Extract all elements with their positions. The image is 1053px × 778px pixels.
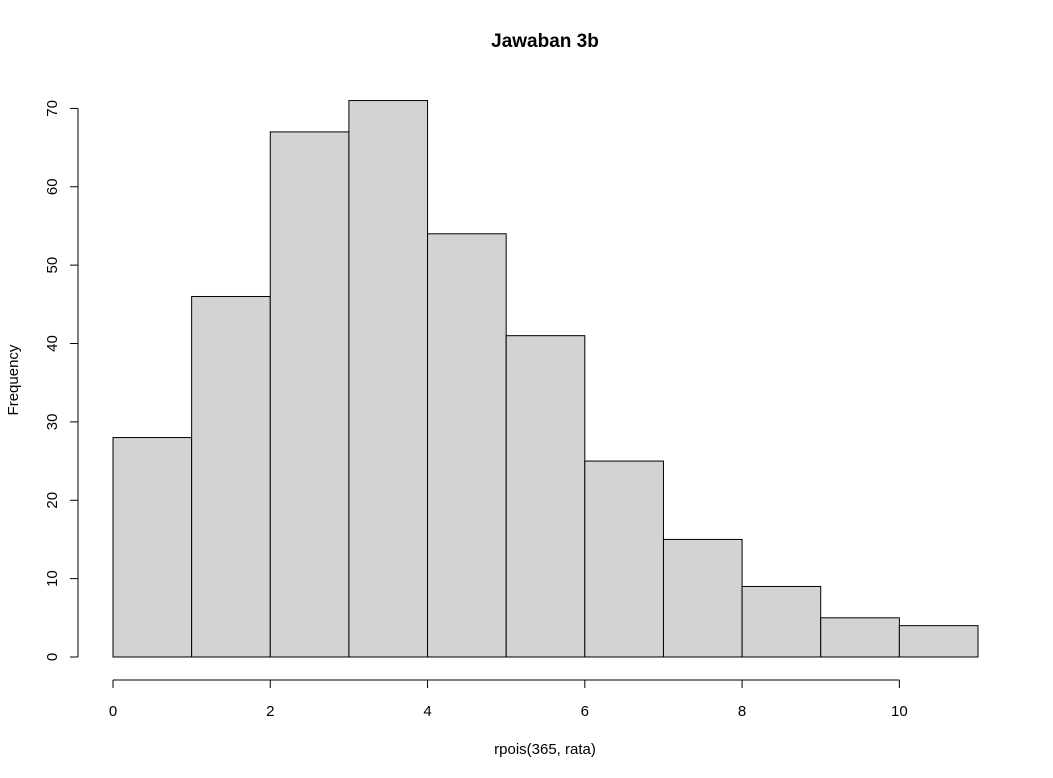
y-tick-label: 70 (44, 100, 61, 117)
histogram-bar (662, 538, 743, 658)
x-tick-label: 8 (738, 703, 746, 720)
bars-group (112, 100, 979, 658)
histogram-bar (112, 437, 193, 658)
y-axis: 0 10 20 30 40 50 60 70 (44, 100, 79, 661)
y-tick-label: 40 (44, 335, 61, 352)
x-tick-label: 10 (891, 703, 908, 720)
histogram-bar (269, 131, 350, 658)
histogram-bar (505, 335, 586, 658)
histogram-bar (741, 585, 822, 658)
x-axis: 0 2 4 6 8 10 (109, 679, 908, 720)
x-tick-label: 6 (581, 703, 589, 720)
histogram-bar (898, 625, 979, 658)
y-tick-label: 30 (44, 414, 61, 431)
y-axis-label: Frequency (5, 344, 22, 415)
y-tick-label: 10 (44, 570, 61, 587)
histogram-bar (348, 100, 429, 658)
x-tick-label: 2 (266, 703, 274, 720)
x-tick-label: 4 (423, 703, 431, 720)
histogram-bar (584, 460, 664, 658)
x-axis-label: rpois(365, rata) (494, 741, 596, 758)
histogram-bar (820, 617, 900, 658)
y-tick-label: 0 (44, 653, 61, 661)
x-tick-label: 0 (109, 703, 117, 720)
histogram-bar (191, 295, 271, 658)
y-tick-label: 50 (44, 257, 61, 274)
y-tick-label: 20 (44, 492, 61, 509)
y-tick-label: 60 (44, 178, 61, 195)
chart-title: Jawaban 3b (491, 31, 599, 52)
histogram-bar (427, 233, 507, 658)
